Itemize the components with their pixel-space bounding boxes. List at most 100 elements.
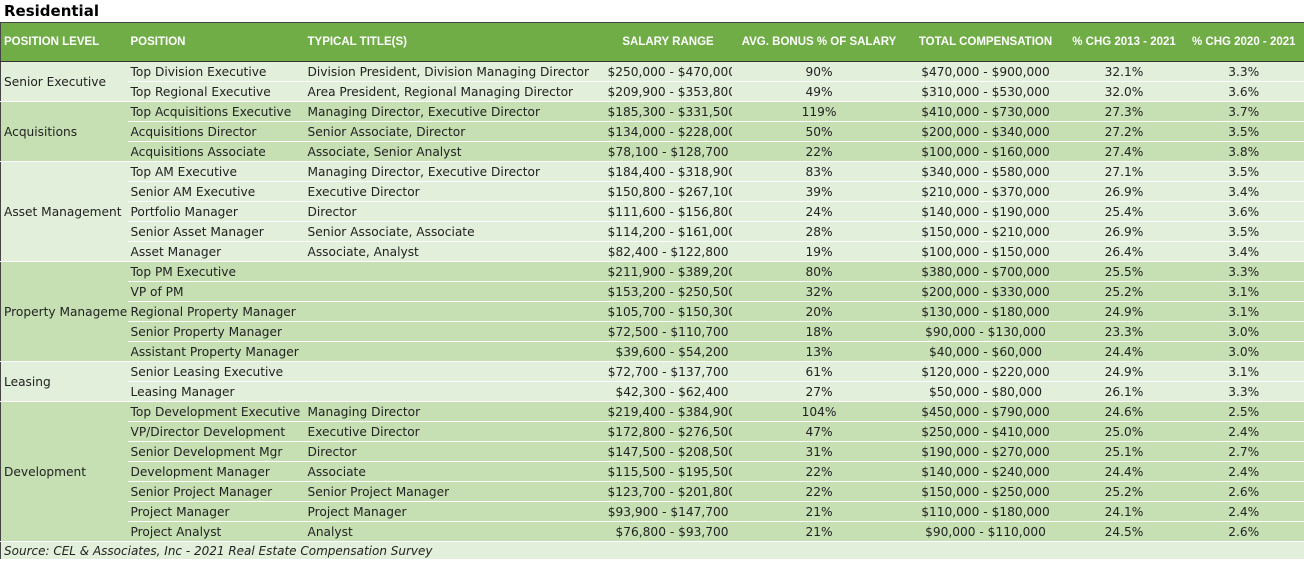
avg-bonus-cell: 28% bbox=[731, 221, 907, 242]
position-cell: Project Manager bbox=[127, 501, 305, 522]
chg-2020-2021-cell: 3.3% bbox=[1183, 61, 1304, 82]
chg-2020-2021-cell: 3.5% bbox=[1183, 221, 1304, 242]
typical-titles-cell: Project Manager bbox=[304, 501, 605, 522]
typical-titles-cell bbox=[304, 321, 605, 342]
total-compensation-cell: $50,000 - $80,000 bbox=[906, 381, 1065, 402]
total-compensation-cell: $140,000 - $190,000 bbox=[906, 201, 1065, 222]
position-cell: Acquisitions Director bbox=[127, 121, 305, 142]
position-cell: Top PM Executive bbox=[127, 261, 305, 282]
avg-bonus-cell: 22% bbox=[731, 141, 907, 162]
position-cell: Regional Property Manager bbox=[127, 301, 305, 322]
chg-2020-2021-cell: 3.3% bbox=[1183, 261, 1304, 282]
avg-bonus-cell: 18% bbox=[731, 321, 907, 342]
position-cell: Senior Property Manager bbox=[127, 321, 305, 342]
chg-2020-2021-cell: 3.1% bbox=[1183, 361, 1304, 382]
typical-titles-cell: Senior Associate, Director bbox=[304, 121, 605, 142]
chg-2020-2021-cell: 3.6% bbox=[1183, 81, 1304, 102]
chg-2013-2021-cell: 26.4% bbox=[1064, 241, 1184, 262]
position-level-cell: Senior Executive bbox=[0, 61, 128, 102]
position-cell: Leasing Manager bbox=[127, 381, 305, 402]
chg-2013-2021-cell: 26.9% bbox=[1064, 181, 1184, 202]
avg-bonus-cell: 47% bbox=[731, 421, 907, 442]
table-row: Property Manageme Top PM Executive $211,90… bbox=[0, 261, 1304, 362]
chg-2013-2021-cell: 24.9% bbox=[1064, 301, 1184, 322]
avg-bonus-cell: 19% bbox=[731, 241, 907, 262]
salary-range-cell: $211,900 - $389,200 bbox=[604, 261, 732, 282]
salary-range-cell: $172,800 - $276,500 bbox=[604, 421, 732, 442]
typical-titles-cell: Managing Director bbox=[304, 401, 605, 422]
total-compensation-cell: $90,000 - $110,000 bbox=[906, 521, 1065, 542]
section-title: Residential bbox=[4, 2, 99, 20]
chg-2020-2021-cell: 3.7% bbox=[1183, 101, 1304, 122]
typical-titles-cell: Associate, Senior Analyst bbox=[304, 141, 605, 162]
total-compensation-cell: $200,000 - $330,000 bbox=[906, 281, 1065, 302]
table-row: Top Regional Executive Area President, Re… bbox=[1, 81, 1304, 102]
chg-2020-2021-cell: 2.4% bbox=[1183, 421, 1304, 442]
table-row: Senior Project Manager Senior Project Man… bbox=[1, 481, 1304, 502]
chg-2020-2021-cell: 2.7% bbox=[1183, 441, 1304, 462]
total-compensation-cell: $250,000 - $410,000 bbox=[906, 421, 1065, 442]
chg-2020-2021-cell: 2.5% bbox=[1183, 401, 1304, 422]
chg-2020-2021-cell: 3.5% bbox=[1183, 161, 1304, 182]
header-total-compensation: TOTAL COMPENSATION bbox=[906, 22, 1065, 62]
typical-titles-cell: Associate, Analyst bbox=[304, 241, 605, 262]
source-note: Source: CEL & Associates, Inc - 2021 Rea… bbox=[0, 541, 1304, 560]
position-cell: Senior Development Mgr bbox=[127, 441, 305, 462]
total-compensation-cell: $410,000 - $730,000 bbox=[906, 101, 1065, 122]
salary-range-cell: $114,200 - $161,000 bbox=[604, 221, 732, 242]
typical-titles-cell: Director bbox=[304, 201, 605, 222]
salary-range-cell: $134,000 - $228,000 bbox=[604, 121, 732, 142]
chg-2020-2021-cell: 2.4% bbox=[1183, 461, 1304, 482]
table-row: VP of PM $153,200 - $250,500 32% $200,000 -… bbox=[1, 281, 1304, 302]
total-compensation-cell: $100,000 - $160,000 bbox=[906, 141, 1065, 162]
typical-titles-cell: Analyst bbox=[304, 521, 605, 542]
chg-2013-2021-cell: 27.2% bbox=[1064, 121, 1184, 142]
total-compensation-cell: $200,000 - $340,000 bbox=[906, 121, 1065, 142]
total-compensation-cell: $110,000 - $180,000 bbox=[906, 501, 1065, 522]
header-position: POSITION bbox=[127, 22, 305, 62]
chg-2020-2021-cell: 3.4% bbox=[1183, 181, 1304, 202]
table-row: Portfolio Manager Director $111,600 - $156… bbox=[1, 201, 1304, 222]
table-row: Regional Property Manager $105,700 - $150… bbox=[1, 301, 1304, 322]
position-cell: Senior Leasing Executive bbox=[127, 361, 305, 382]
total-compensation-cell: $40,000 - $60,000 bbox=[906, 341, 1065, 362]
position-cell: Senior AM Executive bbox=[127, 181, 305, 202]
salary-range-cell: $184,400 - $318,900 bbox=[604, 161, 732, 182]
typical-titles-cell: Managing Director, Executive Director bbox=[304, 161, 605, 182]
total-compensation-cell: $450,000 - $790,000 bbox=[906, 401, 1065, 422]
salary-range-cell: $185,300 - $331,500 bbox=[604, 101, 732, 122]
chg-2020-2021-cell: 3.5% bbox=[1183, 121, 1304, 142]
salary-range-cell: $42,300 - $62,400 bbox=[604, 381, 732, 402]
table-row: Acquisitions Director Senior Associate, D… bbox=[1, 121, 1304, 142]
table-row: Project Manager Project Manager $93,900 - … bbox=[1, 501, 1304, 522]
avg-bonus-cell: 119% bbox=[731, 101, 907, 122]
chg-2013-2021-cell: 24.6% bbox=[1064, 401, 1184, 422]
avg-bonus-cell: 39% bbox=[731, 181, 907, 202]
avg-bonus-cell: 50% bbox=[731, 121, 907, 142]
chg-2013-2021-cell: 32.1% bbox=[1064, 61, 1184, 82]
table-row: Senior Development Mgr Director $147,500 -… bbox=[1, 441, 1304, 462]
chg-2013-2021-cell: 23.3% bbox=[1064, 321, 1184, 342]
chg-2013-2021-cell: 32.0% bbox=[1064, 81, 1184, 102]
total-compensation-cell: $120,000 - $220,000 bbox=[906, 361, 1065, 382]
chg-2013-2021-cell: 24.4% bbox=[1064, 461, 1184, 482]
table-row: VP/Director Development Executive Directo… bbox=[1, 421, 1304, 442]
position-cell: Top Acquisitions Executive bbox=[127, 101, 305, 122]
salary-range-cell: $72,500 - $110,700 bbox=[604, 321, 732, 342]
total-compensation-cell: $190,000 - $270,000 bbox=[906, 441, 1065, 462]
typical-titles-cell bbox=[304, 381, 605, 402]
total-compensation-cell: $100,000 - $150,000 bbox=[906, 241, 1065, 262]
typical-titles-cell bbox=[304, 361, 605, 382]
typical-titles-cell: Director bbox=[304, 441, 605, 462]
typical-titles-cell: Senior Project Manager bbox=[304, 481, 605, 502]
avg-bonus-cell: 32% bbox=[731, 281, 907, 302]
typical-titles-cell bbox=[304, 281, 605, 302]
table-row: Acquisitions Associate Associate, Senior … bbox=[1, 141, 1304, 162]
position-cell: Portfolio Manager bbox=[127, 201, 305, 222]
total-compensation-cell: $380,000 - $700,000 bbox=[906, 261, 1065, 282]
table-row: Senior Asset Manager Senior Associate, As… bbox=[1, 221, 1304, 242]
chg-2020-2021-cell: 2.6% bbox=[1183, 521, 1304, 542]
header-position-level: POSITION LEVEL bbox=[0, 22, 128, 62]
total-compensation-cell: $90,000 - $130,000 bbox=[906, 321, 1065, 342]
